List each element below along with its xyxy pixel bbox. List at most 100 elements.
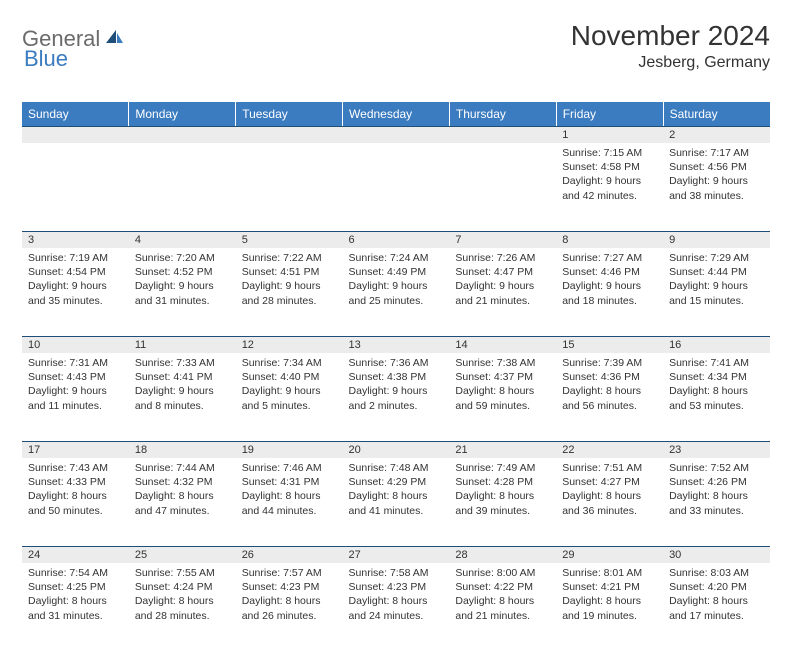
location: Jesberg, Germany <box>571 54 770 72</box>
daylight-line: Daylight: 9 hours and 35 minutes. <box>28 279 123 307</box>
daynum-row: 12 <box>22 126 770 143</box>
calendar-page: General November 2024 Jesberg, Germany B… <box>0 0 792 671</box>
day-number: 13 <box>343 336 450 353</box>
sunset-line: Sunset: 4:37 PM <box>455 370 550 384</box>
day-number: 17 <box>22 441 129 458</box>
day-cell: Sunrise: 7:55 AMSunset: 4:24 PMDaylight:… <box>129 563 236 651</box>
day-details: Sunrise: 7:43 AMSunset: 4:33 PMDaylight:… <box>22 458 129 524</box>
sail-icon <box>104 28 124 51</box>
content-row: Sunrise: 7:15 AMSunset: 4:58 PMDaylight:… <box>22 143 770 231</box>
daynum-row: 17181920212223 <box>22 441 770 458</box>
sunset-line: Sunset: 4:32 PM <box>135 475 230 489</box>
sunrise-line: Sunrise: 7:34 AM <box>242 356 337 370</box>
empty-day <box>343 126 450 143</box>
day-cell: Sunrise: 7:46 AMSunset: 4:31 PMDaylight:… <box>236 458 343 546</box>
sunrise-line: Sunrise: 7:33 AM <box>135 356 230 370</box>
weekday-header: Sunday <box>22 102 129 126</box>
day-cell: Sunrise: 7:15 AMSunset: 4:58 PMDaylight:… <box>556 143 663 231</box>
day-details: Sunrise: 7:52 AMSunset: 4:26 PMDaylight:… <box>663 458 770 524</box>
sunset-line: Sunset: 4:26 PM <box>669 475 764 489</box>
day-details: Sunrise: 7:19 AMSunset: 4:54 PMDaylight:… <box>22 248 129 314</box>
day-number: 26 <box>236 546 343 563</box>
sunrise-line: Sunrise: 7:54 AM <box>28 566 123 580</box>
sunrise-line: Sunrise: 7:38 AM <box>455 356 550 370</box>
daynum-row: 3456789 <box>22 231 770 248</box>
day-cell: Sunrise: 7:48 AMSunset: 4:29 PMDaylight:… <box>343 458 450 546</box>
daylight-line: Daylight: 8 hours and 28 minutes. <box>135 594 230 622</box>
day-details: Sunrise: 7:54 AMSunset: 4:25 PMDaylight:… <box>22 563 129 629</box>
sunset-line: Sunset: 4:31 PM <box>242 475 337 489</box>
weekday-header: Tuesday <box>236 102 343 126</box>
content-row: Sunrise: 7:31 AMSunset: 4:43 PMDaylight:… <box>22 353 770 441</box>
day-number: 23 <box>663 441 770 458</box>
daylight-line: Daylight: 8 hours and 53 minutes. <box>669 384 764 412</box>
empty-day <box>129 126 236 143</box>
daylight-line: Daylight: 8 hours and 44 minutes. <box>242 489 337 517</box>
day-details: Sunrise: 7:33 AMSunset: 4:41 PMDaylight:… <box>129 353 236 419</box>
sunrise-line: Sunrise: 7:15 AM <box>562 146 657 160</box>
day-details: Sunrise: 8:03 AMSunset: 4:20 PMDaylight:… <box>663 563 770 629</box>
day-cell: Sunrise: 7:39 AMSunset: 4:36 PMDaylight:… <box>556 353 663 441</box>
daynum-row: 24252627282930 <box>22 546 770 563</box>
sunset-line: Sunset: 4:24 PM <box>135 580 230 594</box>
title-block: November 2024 Jesberg, Germany <box>571 20 770 72</box>
weekday-header: Friday <box>556 102 663 126</box>
sunset-line: Sunset: 4:25 PM <box>28 580 123 594</box>
day-details: Sunrise: 7:34 AMSunset: 4:40 PMDaylight:… <box>236 353 343 419</box>
sunset-line: Sunset: 4:22 PM <box>455 580 550 594</box>
sunset-line: Sunset: 4:36 PM <box>562 370 657 384</box>
day-cell: Sunrise: 7:43 AMSunset: 4:33 PMDaylight:… <box>22 458 129 546</box>
sunset-line: Sunset: 4:49 PM <box>349 265 444 279</box>
month-title: November 2024 <box>571 20 770 52</box>
weekday-header-row: SundayMondayTuesdayWednesdayThursdayFrid… <box>22 102 770 126</box>
content-row: Sunrise: 7:19 AMSunset: 4:54 PMDaylight:… <box>22 248 770 336</box>
sunrise-line: Sunrise: 7:24 AM <box>349 251 444 265</box>
day-cell: Sunrise: 7:20 AMSunset: 4:52 PMDaylight:… <box>129 248 236 336</box>
day-details: Sunrise: 7:44 AMSunset: 4:32 PMDaylight:… <box>129 458 236 524</box>
day-cell: Sunrise: 7:26 AMSunset: 4:47 PMDaylight:… <box>449 248 556 336</box>
day-details: Sunrise: 7:46 AMSunset: 4:31 PMDaylight:… <box>236 458 343 524</box>
sunrise-line: Sunrise: 8:03 AM <box>669 566 764 580</box>
day-details: Sunrise: 7:24 AMSunset: 4:49 PMDaylight:… <box>343 248 450 314</box>
sunset-line: Sunset: 4:33 PM <box>28 475 123 489</box>
day-number: 15 <box>556 336 663 353</box>
daynum-row: 10111213141516 <box>22 336 770 353</box>
sunset-line: Sunset: 4:43 PM <box>28 370 123 384</box>
day-number: 11 <box>129 336 236 353</box>
daylight-line: Daylight: 8 hours and 41 minutes. <box>349 489 444 517</box>
day-cell: Sunrise: 7:44 AMSunset: 4:32 PMDaylight:… <box>129 458 236 546</box>
sunset-line: Sunset: 4:34 PM <box>669 370 764 384</box>
daylight-line: Daylight: 8 hours and 33 minutes. <box>669 489 764 517</box>
daylight-line: Daylight: 8 hours and 56 minutes. <box>562 384 657 412</box>
sunrise-line: Sunrise: 7:20 AM <box>135 251 230 265</box>
day-number: 10 <box>22 336 129 353</box>
day-number: 7 <box>449 231 556 248</box>
daylight-line: Daylight: 9 hours and 2 minutes. <box>349 384 444 412</box>
day-number: 6 <box>343 231 450 248</box>
day-cell: Sunrise: 7:33 AMSunset: 4:41 PMDaylight:… <box>129 353 236 441</box>
daylight-line: Daylight: 8 hours and 59 minutes. <box>455 384 550 412</box>
content-row: Sunrise: 7:43 AMSunset: 4:33 PMDaylight:… <box>22 458 770 546</box>
day-cell: Sunrise: 7:17 AMSunset: 4:56 PMDaylight:… <box>663 143 770 231</box>
day-details: Sunrise: 8:01 AMSunset: 4:21 PMDaylight:… <box>556 563 663 629</box>
daylight-line: Daylight: 8 hours and 17 minutes. <box>669 594 764 622</box>
day-number: 8 <box>556 231 663 248</box>
day-cell: Sunrise: 7:19 AMSunset: 4:54 PMDaylight:… <box>22 248 129 336</box>
day-details: Sunrise: 7:58 AMSunset: 4:23 PMDaylight:… <box>343 563 450 629</box>
day-details: Sunrise: 7:49 AMSunset: 4:28 PMDaylight:… <box>449 458 556 524</box>
sunset-line: Sunset: 4:40 PM <box>242 370 337 384</box>
sunrise-line: Sunrise: 7:52 AM <box>669 461 764 475</box>
sunrise-line: Sunrise: 7:48 AM <box>349 461 444 475</box>
day-number: 22 <box>556 441 663 458</box>
sunset-line: Sunset: 4:44 PM <box>669 265 764 279</box>
day-cell: Sunrise: 7:31 AMSunset: 4:43 PMDaylight:… <box>22 353 129 441</box>
daylight-line: Daylight: 9 hours and 28 minutes. <box>242 279 337 307</box>
day-details: Sunrise: 7:48 AMSunset: 4:29 PMDaylight:… <box>343 458 450 524</box>
sunrise-line: Sunrise: 7:19 AM <box>28 251 123 265</box>
day-details: Sunrise: 7:15 AMSunset: 4:58 PMDaylight:… <box>556 143 663 209</box>
day-details: Sunrise: 8:00 AMSunset: 4:22 PMDaylight:… <box>449 563 556 629</box>
sunrise-line: Sunrise: 7:58 AM <box>349 566 444 580</box>
day-details: Sunrise: 7:17 AMSunset: 4:56 PMDaylight:… <box>663 143 770 209</box>
sunset-line: Sunset: 4:29 PM <box>349 475 444 489</box>
day-number: 12 <box>236 336 343 353</box>
